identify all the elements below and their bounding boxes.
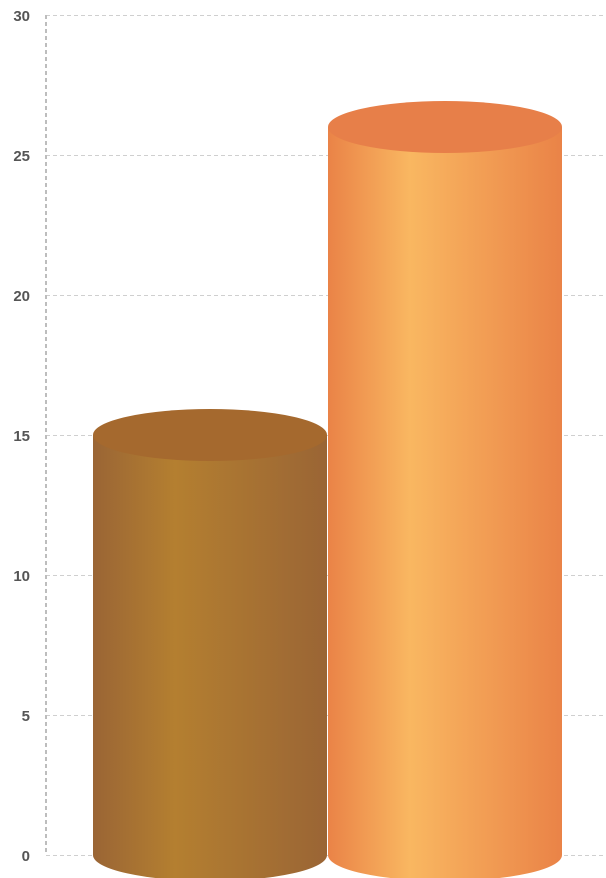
y-tick-label: 25 [13,148,30,165]
y-tick-label: 10 [13,568,30,585]
bar-cylinder-2 [328,101,562,878]
y-tick-label: 30 [13,8,30,25]
bars [93,101,562,878]
bar-body [93,435,327,878]
bar-top-cap [93,409,327,461]
y-axis: 0 5 10 15 20 25 30 [13,8,46,865]
bar-top-cap [328,101,562,153]
y-tick-label: 20 [13,288,30,305]
bar-body [328,127,562,878]
y-tick-label: 0 [22,848,30,865]
y-tick-label: 5 [22,708,30,725]
bar-cylinder-1 [93,409,327,878]
y-tick-label: 15 [13,428,30,445]
